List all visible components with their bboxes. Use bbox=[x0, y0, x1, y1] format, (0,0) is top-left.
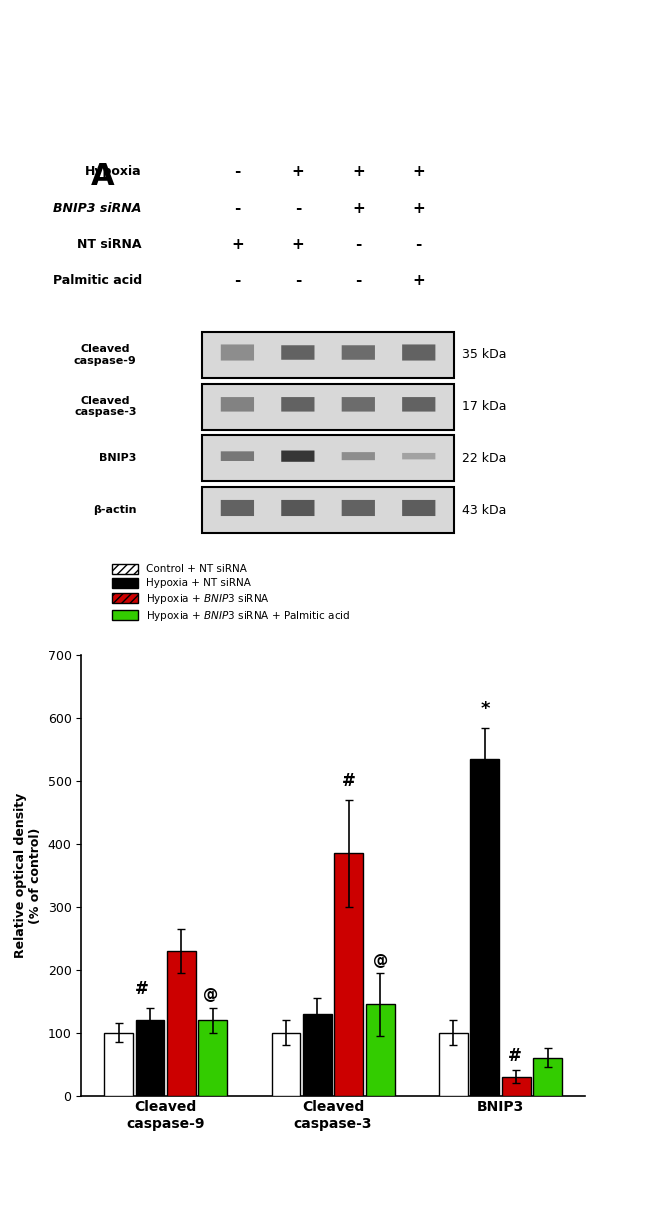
Text: β-actin: β-actin bbox=[93, 505, 136, 516]
Text: 35 kDa: 35 kDa bbox=[462, 348, 506, 361]
Text: @: @ bbox=[372, 953, 388, 968]
Text: #: # bbox=[135, 980, 149, 998]
FancyBboxPatch shape bbox=[342, 345, 375, 359]
FancyBboxPatch shape bbox=[221, 398, 254, 411]
Text: Cleaved
caspase-9: Cleaved caspase-9 bbox=[74, 343, 136, 366]
Text: #: # bbox=[508, 1048, 521, 1065]
Text: -: - bbox=[355, 238, 361, 252]
Bar bbox=[202, 384, 454, 430]
Y-axis label: Relative optical density
(% of control): Relative optical density (% of control) bbox=[14, 793, 42, 958]
Text: -: - bbox=[234, 201, 240, 215]
Text: +: + bbox=[412, 201, 425, 215]
Bar bbox=[104, 1033, 133, 1096]
Text: Hypoxia: Hypoxia bbox=[85, 165, 142, 178]
Text: -: - bbox=[415, 238, 422, 252]
Bar bbox=[471, 760, 499, 1096]
FancyBboxPatch shape bbox=[342, 500, 375, 516]
FancyBboxPatch shape bbox=[342, 452, 375, 460]
Bar bbox=[167, 950, 196, 1096]
Text: +: + bbox=[291, 238, 304, 252]
Text: +: + bbox=[412, 165, 425, 180]
FancyBboxPatch shape bbox=[402, 500, 436, 516]
FancyBboxPatch shape bbox=[281, 345, 315, 359]
Bar bbox=[202, 436, 454, 481]
FancyBboxPatch shape bbox=[402, 398, 436, 411]
Bar bbox=[198, 1020, 228, 1096]
Text: Cleaved
caspase-3: Cleaved caspase-3 bbox=[74, 396, 136, 417]
Bar bbox=[202, 487, 454, 533]
Bar bbox=[533, 1057, 562, 1096]
Text: 22 kDa: 22 kDa bbox=[462, 452, 506, 465]
FancyBboxPatch shape bbox=[221, 500, 254, 516]
Text: 43 kDa: 43 kDa bbox=[462, 503, 506, 517]
Text: BNIP3 siRNA: BNIP3 siRNA bbox=[53, 202, 142, 214]
Text: +: + bbox=[291, 165, 304, 180]
Bar bbox=[202, 332, 454, 378]
FancyBboxPatch shape bbox=[281, 451, 315, 462]
Text: Palmitic acid: Palmitic acid bbox=[53, 275, 142, 287]
Bar bbox=[334, 853, 363, 1096]
Text: -: - bbox=[234, 165, 240, 180]
Text: +: + bbox=[412, 273, 425, 288]
FancyBboxPatch shape bbox=[281, 500, 315, 516]
Text: *: * bbox=[480, 700, 489, 718]
Text: -: - bbox=[294, 273, 301, 288]
Bar bbox=[366, 1004, 395, 1096]
Text: -: - bbox=[355, 273, 361, 288]
Text: +: + bbox=[352, 165, 365, 180]
FancyBboxPatch shape bbox=[402, 453, 436, 459]
FancyBboxPatch shape bbox=[402, 345, 436, 361]
FancyBboxPatch shape bbox=[281, 398, 315, 411]
Text: A: A bbox=[91, 162, 115, 191]
Text: @: @ bbox=[203, 987, 219, 1002]
Text: BNIP3: BNIP3 bbox=[99, 453, 136, 463]
Text: +: + bbox=[352, 201, 365, 215]
Text: -: - bbox=[234, 273, 240, 288]
Bar bbox=[272, 1033, 300, 1096]
Text: -: - bbox=[294, 201, 301, 215]
Bar bbox=[439, 1033, 468, 1096]
Text: +: + bbox=[231, 238, 244, 252]
FancyBboxPatch shape bbox=[221, 452, 254, 460]
Text: #: # bbox=[342, 773, 356, 790]
Legend: Control + NT siRNA, Hypoxia + NT siRNA, Hypoxia + $\it{BNIP3}$ siRNA, Hypoxia + : Control + NT siRNA, Hypoxia + NT siRNA, … bbox=[112, 564, 350, 623]
Bar bbox=[136, 1020, 164, 1096]
Bar bbox=[303, 1014, 332, 1096]
Bar bbox=[502, 1077, 530, 1096]
Text: NT siRNA: NT siRNA bbox=[77, 238, 142, 251]
FancyBboxPatch shape bbox=[342, 398, 375, 411]
FancyBboxPatch shape bbox=[221, 345, 254, 361]
Text: 17 kDa: 17 kDa bbox=[462, 400, 506, 414]
